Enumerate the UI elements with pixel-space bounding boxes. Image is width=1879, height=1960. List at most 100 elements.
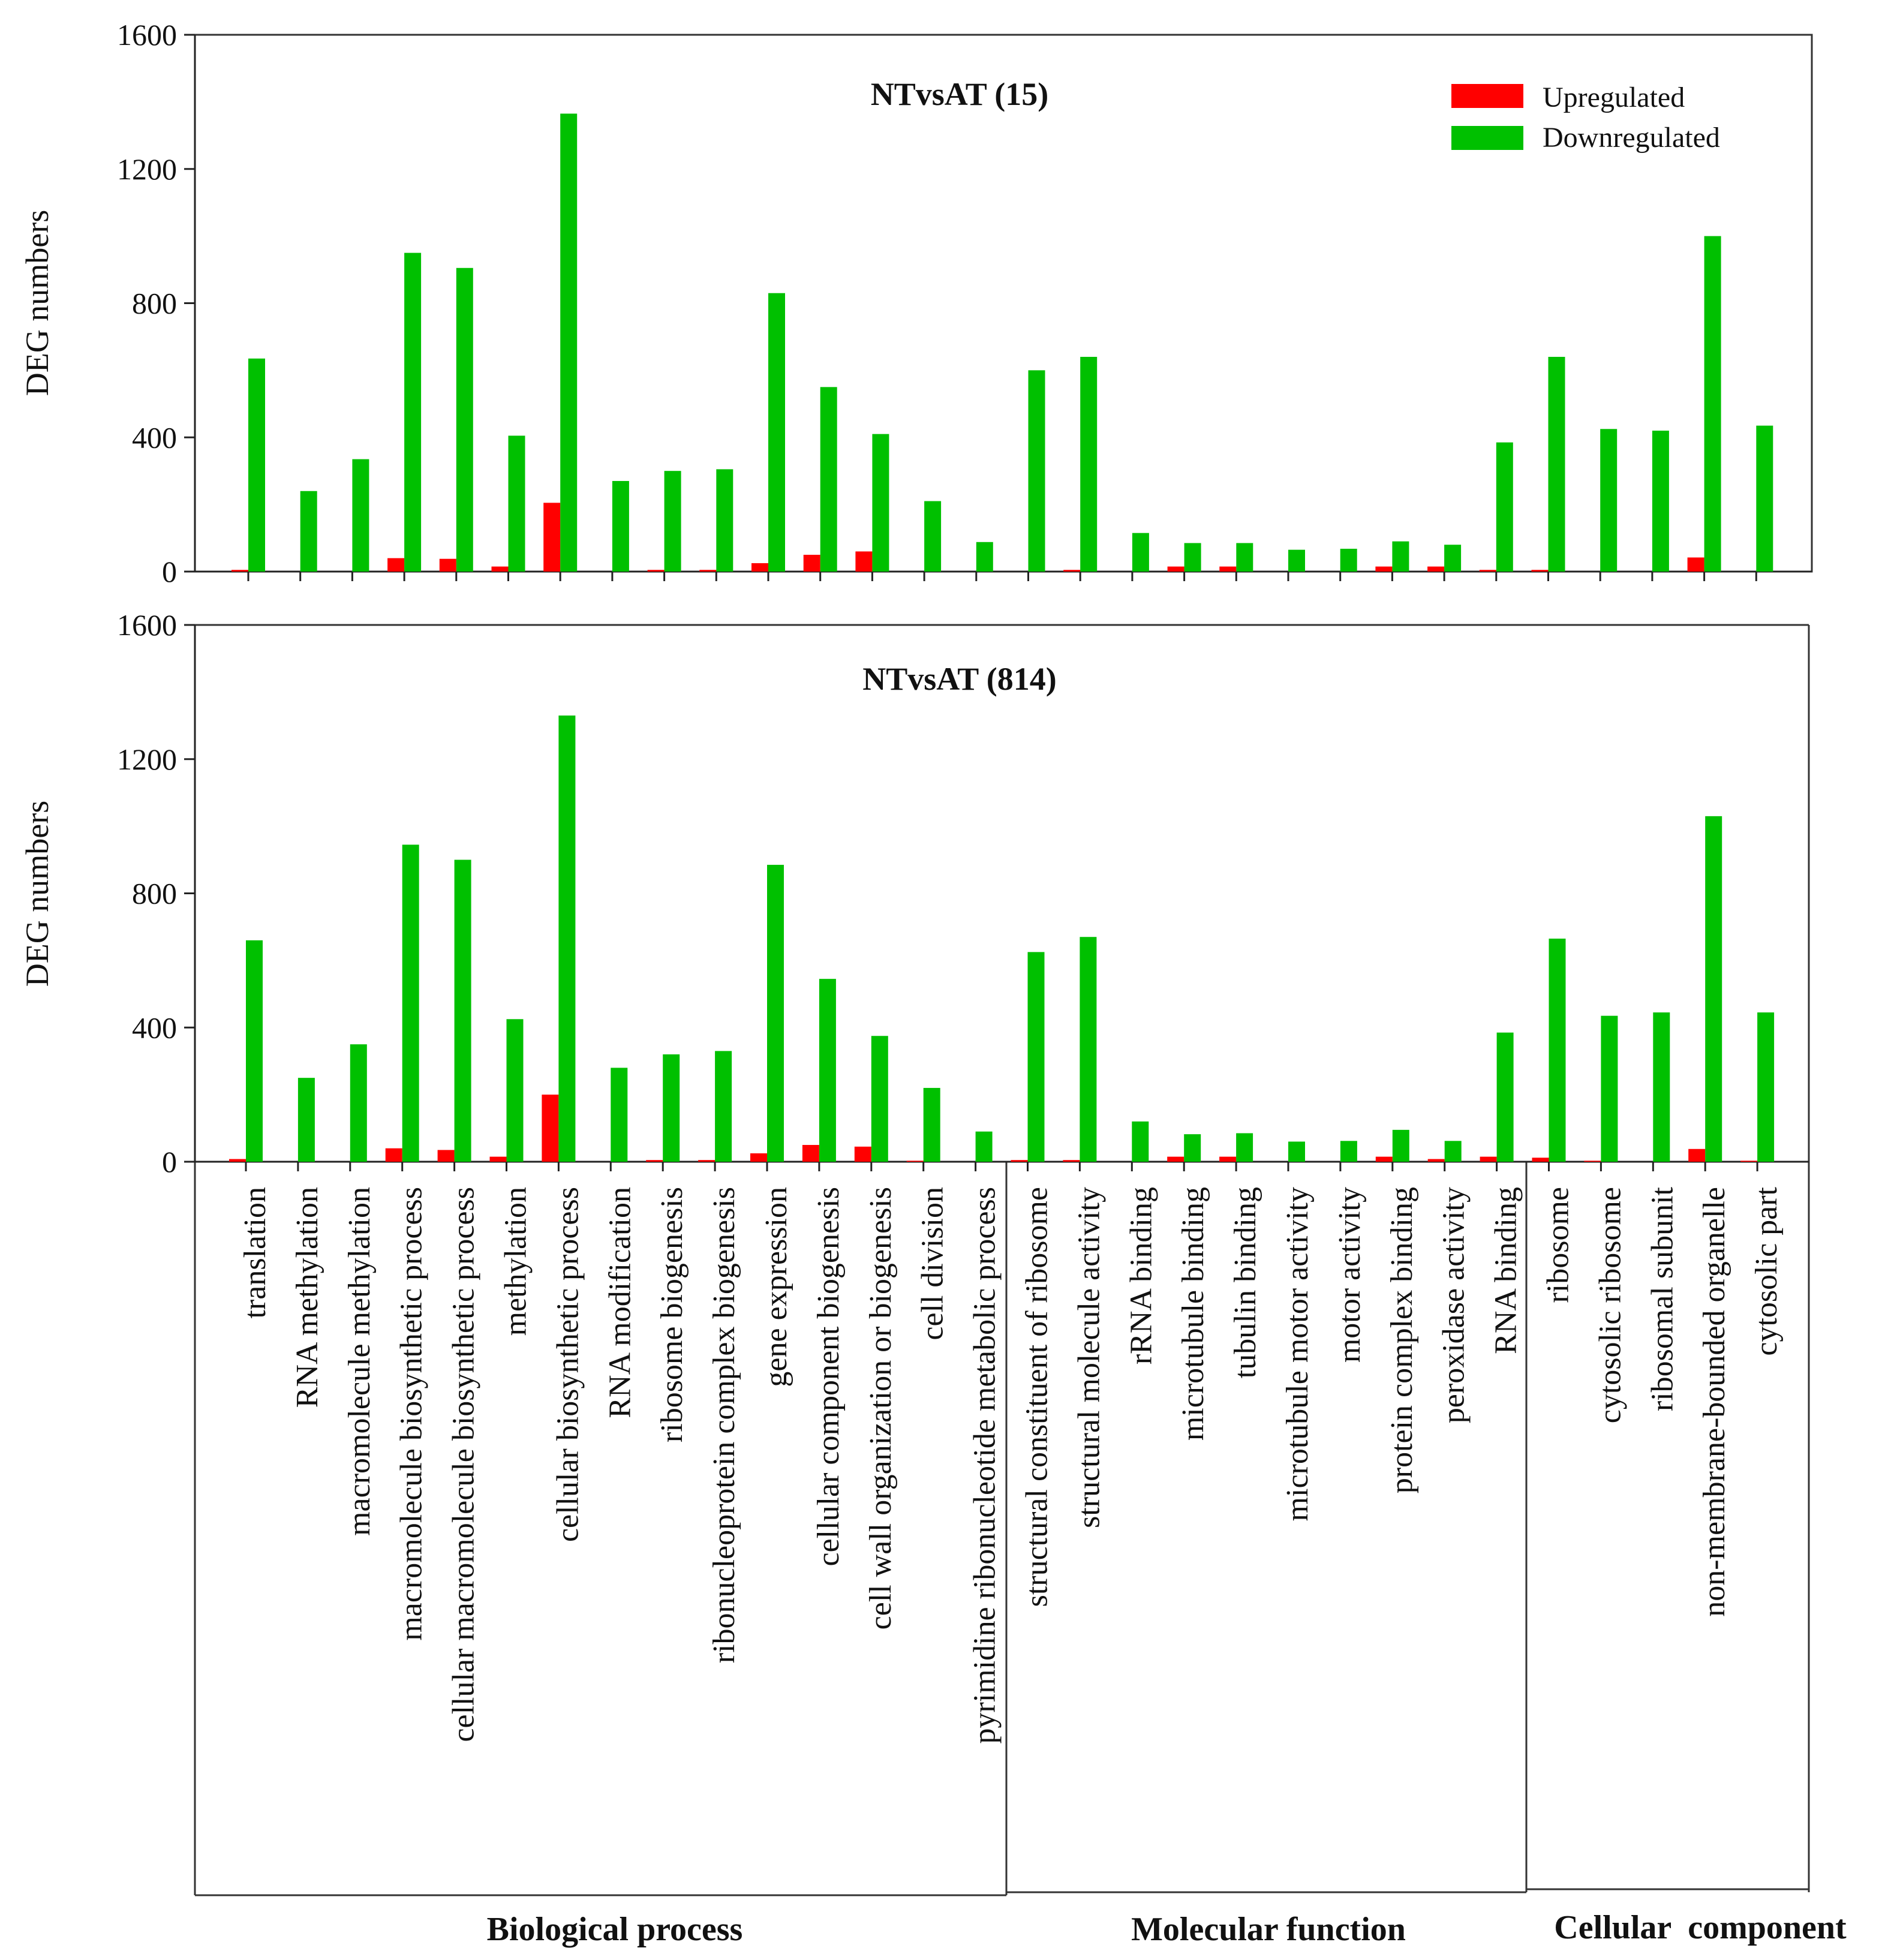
bar-downregulated (1444, 1141, 1462, 1162)
y-tick-label: 1600 (117, 18, 177, 52)
bar-downregulated (1704, 236, 1721, 572)
category-label: RNA modification (603, 1187, 637, 1418)
category-label: structural constituent of ribosome (1020, 1187, 1054, 1607)
category-label: methylation (499, 1187, 533, 1336)
y-tick-label: 400 (132, 1011, 177, 1044)
bar-downregulated (350, 1044, 367, 1162)
legend-down-swatch (1451, 126, 1523, 150)
bar-upregulated (232, 570, 248, 572)
bar-upregulated (489, 1156, 507, 1162)
bar-downregulated (1132, 1121, 1149, 1162)
category-label: ribonucleoprotein complex biogenesis (707, 1187, 741, 1663)
bar-upregulated (1740, 1161, 1758, 1162)
category-label: ribosomal subunit (1645, 1186, 1679, 1411)
panel-top-title: NTvsAT (15) (871, 76, 1049, 112)
bar-downregulated (1184, 1134, 1201, 1162)
bar-downregulated (663, 1054, 680, 1162)
bar-downregulated (1392, 1129, 1409, 1162)
bar-downregulated (1028, 370, 1045, 572)
bar-downregulated (1288, 549, 1305, 572)
bar-upregulated (854, 1146, 871, 1162)
category-label: motor activity (1333, 1187, 1367, 1363)
category-label: macromolecule methylation (342, 1187, 377, 1536)
bar-downregulated (872, 434, 889, 572)
bar-downregulated (820, 387, 837, 572)
category-label: microtubule binding (1176, 1187, 1210, 1441)
category-label: cellular component biogenesis (811, 1187, 846, 1566)
y-tick-label: 400 (132, 420, 177, 454)
bar-downregulated (300, 491, 317, 572)
bar-upregulated (1375, 566, 1393, 572)
y-tick-label: 1600 (117, 608, 177, 642)
bar-downregulated (976, 542, 993, 572)
bar-upregulated (1584, 1161, 1601, 1162)
legend-up-swatch (1451, 84, 1523, 108)
bar-downregulated (715, 1051, 732, 1162)
bar-upregulated (1063, 570, 1081, 572)
panel-bottom-ylabel: DEG numbers (19, 801, 55, 987)
category-label: peroxidase activity (1437, 1187, 1471, 1423)
bar-upregulated (1427, 1159, 1445, 1162)
group-label-cc: Cellular component (1554, 1909, 1847, 1946)
bar-downregulated (1496, 1032, 1514, 1162)
bar-upregulated (750, 1153, 767, 1162)
category-label: ribosome (1541, 1187, 1576, 1303)
group-label-mf: Molecular function (1131, 1911, 1406, 1948)
bar-upregulated (387, 558, 405, 572)
bar-upregulated (1219, 566, 1237, 572)
category-label: non-membrane-bounded organelle (1697, 1187, 1731, 1617)
y-tick-label: 1200 (117, 742, 177, 776)
group-label-bp: Biological process (487, 1911, 743, 1948)
bar-downregulated (1236, 543, 1253, 572)
bar-downregulated (1340, 1141, 1357, 1162)
bar-downregulated (768, 293, 785, 572)
category-label: cellular macromolecule biosynthetic proc… (447, 1187, 481, 1742)
bar-upregulated (699, 570, 717, 572)
bar-downregulated (819, 979, 836, 1162)
bar-upregulated (803, 555, 820, 572)
category-label: ribosome biogenesis (655, 1187, 689, 1442)
bar-upregulated (1219, 1156, 1237, 1162)
bar-downregulated (1444, 545, 1462, 572)
bar-upregulated (1532, 1158, 1549, 1162)
bar-downregulated (1652, 431, 1669, 572)
bar-downregulated (1080, 357, 1098, 572)
category-label: pyrimidine ribonucleotide metabolic proc… (968, 1187, 1002, 1744)
bar-downregulated (1653, 1012, 1670, 1162)
bar-downregulated (1080, 937, 1097, 1162)
bar-upregulated (1375, 1156, 1393, 1162)
category-label: cytosolic ribosome (1593, 1187, 1627, 1423)
category-label: translation (238, 1187, 272, 1319)
bar-downregulated (611, 1068, 628, 1162)
category-label: structural molecule activity (1072, 1187, 1106, 1528)
bar-downregulated (1392, 541, 1409, 572)
bar-downregulated (1132, 533, 1149, 572)
panel-top-frame (194, 34, 1813, 573)
bar-downregulated (924, 501, 942, 572)
bar-downregulated (1288, 1141, 1305, 1162)
bar-downregulated (402, 844, 419, 1162)
bar-downregulated (1496, 442, 1513, 572)
bar-upregulated (1479, 570, 1496, 572)
bar-upregulated (1011, 1160, 1028, 1162)
category-label: tubulin binding (1228, 1187, 1262, 1378)
bar-upregulated (751, 563, 768, 572)
category-label: cellular biosynthetic process (551, 1187, 585, 1542)
bar-downregulated (558, 716, 576, 1162)
legend-down-label: Downregulated (1543, 122, 1720, 154)
legend: Upregulated Downregulated (1451, 82, 1720, 154)
bar-upregulated (385, 1148, 402, 1162)
category-label: rRNA binding (1124, 1187, 1158, 1364)
bar-upregulated (906, 1161, 924, 1162)
bar-downregulated (923, 1087, 940, 1162)
category-label: protein complex binding (1385, 1187, 1419, 1493)
bar-upregulated (1063, 1160, 1080, 1162)
bar-upregulated (855, 551, 873, 572)
panel-bottom-title: NTvsAT (814) (862, 661, 1057, 697)
y-tick-label: 800 (132, 877, 177, 910)
bar-downregulated (767, 864, 784, 1162)
bar-upregulated (1688, 1149, 1706, 1162)
bar-upregulated (543, 503, 561, 572)
